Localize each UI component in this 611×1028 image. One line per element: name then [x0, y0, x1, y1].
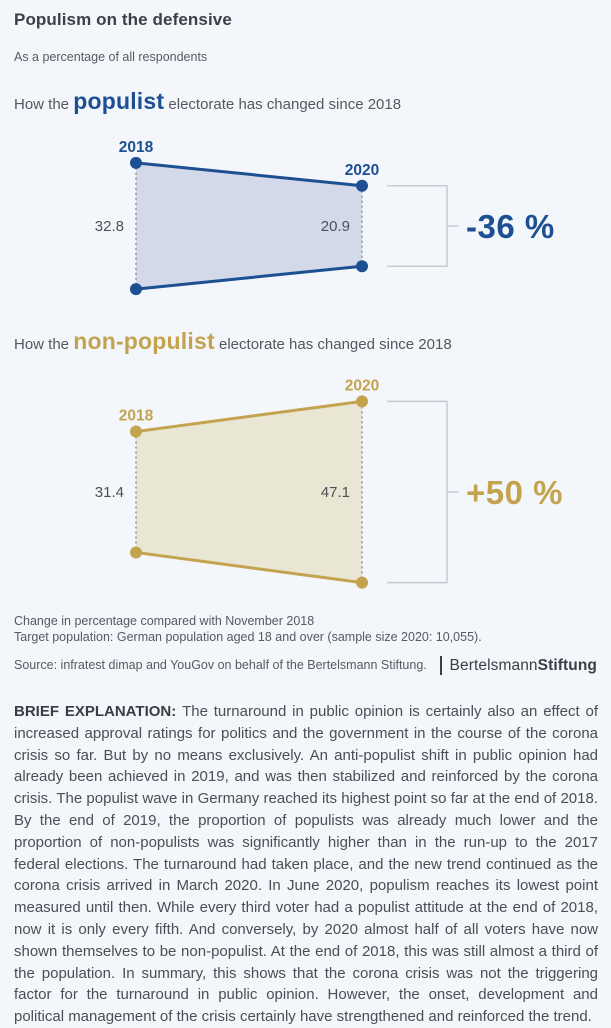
svg-text:47.1: 47.1 [321, 484, 350, 501]
page-subtitle: As a percentage of all respondents [14, 50, 208, 64]
svg-text:2018: 2018 [119, 408, 154, 425]
svg-text:2018: 2018 [119, 139, 154, 156]
svg-text:2020: 2020 [345, 162, 379, 179]
non-populist-heading-prefix: How the [14, 336, 74, 353]
explanation-label: BRIEF EXPLANATION: [14, 703, 183, 720]
populist-chart: 2018 2020 32.8 20.9 -36 % [95, 139, 555, 296]
source-row: Source: infratest dimap and YouGov on be… [14, 656, 597, 675]
populist-heading: How the populist electorate has changed … [14, 88, 401, 115]
explanation-text: The turnaround in public opinion is cert… [14, 703, 598, 1026]
non-populist-keyword: non-populist [73, 328, 215, 354]
svg-text:+50 %: +50 % [466, 474, 563, 511]
logo-text: BertelsmannStiftung [450, 657, 597, 675]
non-populist-heading: How the non-populist electorate has chan… [14, 328, 452, 355]
svg-text:20.9: 20.9 [321, 218, 350, 235]
svg-text:-36 %: -36 % [466, 208, 555, 245]
page-title: Populism on the defensive [14, 10, 232, 29]
svg-text:2020: 2020 [345, 377, 379, 394]
logo-part2: Stiftung [537, 656, 597, 674]
non-populist-heading-suffix: electorate has changed since 2018 [214, 336, 452, 353]
populist-heading-suffix: electorate has changed since 2018 [164, 96, 402, 113]
source-note: Source: infratest dimap and YouGov on be… [14, 658, 427, 672]
non-populist-chart: 2018 2020 31.4 47.1 +50 % [95, 377, 563, 589]
populist-keyword: populist [73, 88, 165, 114]
svg-text:31.4: 31.4 [95, 484, 124, 501]
footnote-change-base: Change in percentage compared with Novem… [14, 614, 315, 628]
explanation-paragraph: BRIEF EXPLANATION: The turnaround in pub… [14, 701, 598, 1028]
footnote-target-population: Target population: German population age… [14, 630, 482, 644]
footnotes: Change in percentage compared with Novem… [14, 613, 482, 645]
populist-heading-prefix: How the [14, 96, 74, 113]
brand-logo: BertelsmannStiftung [439, 656, 597, 675]
logo-separator-icon [439, 656, 442, 675]
svg-text:32.8: 32.8 [95, 218, 124, 235]
logo-part1: Bertelsmann [449, 656, 538, 674]
